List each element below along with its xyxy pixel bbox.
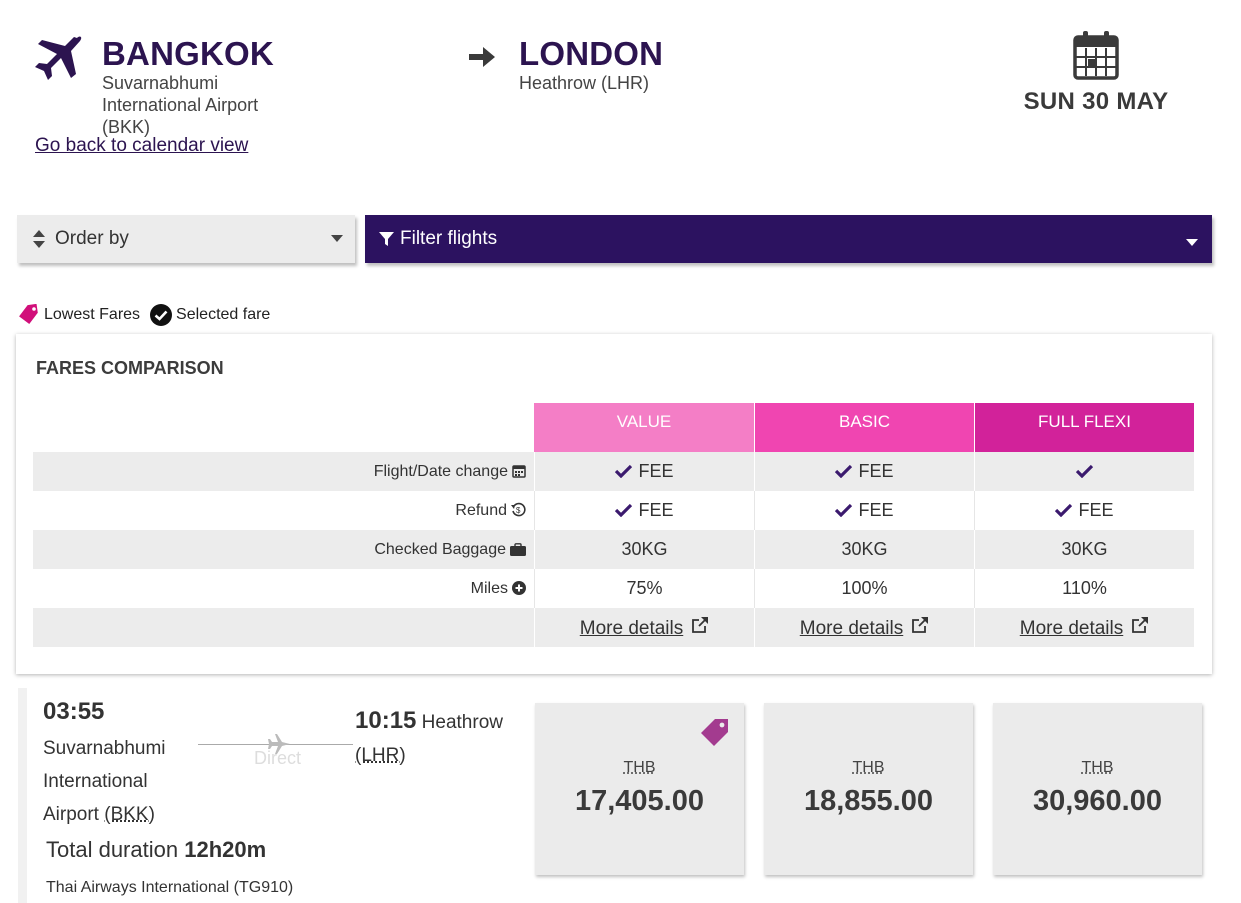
fare-cell: More details (534, 608, 754, 647)
fare-price-basic[interactable]: THB 18,855.00 (764, 703, 973, 875)
order-by-label: Order by (55, 228, 129, 249)
arrival-time: 10:15 (355, 707, 417, 734)
fares-header-spacer (33, 403, 534, 452)
refund-icon: $ (511, 502, 526, 516)
price-currency: THB (623, 759, 656, 776)
external-link-icon[interactable] (691, 616, 709, 634)
fare-cell: 30KG (754, 530, 974, 569)
fare-row-refund: Refund $ FEE FEE FEE (33, 491, 1194, 530)
flight-row-accent (18, 688, 27, 903)
fare-cell: 110% (974, 569, 1194, 608)
check-icon (615, 464, 633, 478)
fare-row-baggage: Checked Baggage 30KG 30KG 30KG (33, 530, 1194, 569)
check-icon (615, 503, 633, 517)
departure-time: 03:55 (43, 698, 105, 725)
briefcase-icon (510, 542, 526, 556)
fare-cell: 30KG (974, 530, 1194, 569)
fare-cell: FEE (754, 452, 974, 491)
fare-cell: 30KG (534, 530, 754, 569)
tag-icon (19, 304, 38, 325)
origin-city: BANGKOK (102, 35, 274, 72)
arrival-block: 10:15 Heathrow (LHR) (355, 704, 525, 772)
tag-icon (701, 719, 728, 746)
filter-icon (379, 231, 394, 246)
fare-cell: More details (754, 608, 974, 647)
fare-column-full-flexi: FULL FLEXI (974, 403, 1194, 452)
back-to-calendar-link[interactable]: Go back to calendar view (35, 135, 249, 156)
fare-cell: FEE (754, 491, 974, 530)
price-currency: THB (1081, 759, 1114, 776)
plane-icon (268, 734, 290, 754)
price-amount: 17,405.00 (574, 785, 704, 817)
flight-result: 03:55 Suvarnabhumi International Airport… (18, 688, 1218, 903)
legend-lowest: Lowest Fares (44, 306, 141, 323)
check-circle-icon (150, 304, 173, 326)
row-label: Checked Baggage (33, 530, 534, 569)
price-amount: 30,960.00 (1032, 785, 1162, 817)
origin-airport: Suvarnabhumi International Airport (BKK) (102, 73, 259, 137)
more-details-link[interactable]: More details (1019, 617, 1124, 639)
svg-text:$: $ (516, 506, 521, 515)
origin: BANGKOK Suvarnabhumi International Airpo… (102, 36, 274, 138)
fares-comparison-card: FARES COMPARISON VALUE BASIC FULL FLEXI … (16, 334, 1212, 674)
fare-row-details: More details More details More details (33, 608, 1194, 647)
order-by-dropdown[interactable]: Order by (17, 215, 355, 263)
chevron-down-icon (1186, 239, 1198, 246)
check-icon (1055, 503, 1073, 517)
fare-row-miles: Miles 75% 100% 110% (33, 569, 1194, 608)
chevron-down-icon (331, 235, 343, 242)
external-link-icon[interactable] (911, 616, 929, 634)
plus-circle-icon (512, 580, 526, 595)
fare-price-value[interactable]: THB 17,405.00 (535, 703, 744, 875)
direct-label: Direct (254, 748, 302, 768)
fare-price-full-flexi[interactable]: THB 30,960.00 (993, 703, 1202, 875)
date-block: SUN 30 MAY (1011, 30, 1181, 116)
arrow-right-icon (469, 47, 495, 67)
check-icon (1076, 464, 1093, 478)
fare-cell: FEE (534, 452, 754, 491)
total-duration: Total duration 12h20m (46, 837, 267, 862)
price-amount: 18,855.00 (803, 785, 933, 817)
fare-cell: 100% (754, 569, 974, 608)
fare-cell: FEE (534, 491, 754, 530)
fare-column-basic: BASIC (754, 403, 974, 452)
destination-airport: Heathrow (LHR) (519, 73, 650, 93)
destination: LONDON Heathrow (LHR) (519, 36, 663, 94)
filter-label: Filter flights (400, 228, 498, 249)
fares-header-row: VALUE BASIC FULL FLEXI (33, 403, 1194, 452)
more-details-link[interactable]: More details (799, 617, 904, 639)
fare-row-date-change: Flight/Date change FEE FEE (33, 452, 1194, 491)
fare-cell: 75% (534, 569, 754, 608)
row-label: Refund $ (33, 491, 534, 530)
destination-city: LONDON (519, 35, 664, 72)
airline-info: Thai Airways International (TG910) (46, 879, 294, 896)
fare-cell (974, 452, 1194, 491)
external-link-icon[interactable] (1131, 616, 1149, 634)
arrival-airport: Heathrow (421, 712, 503, 733)
fare-cell: FEE (974, 491, 1194, 530)
row-label-empty (33, 608, 534, 647)
calendar-icon (512, 464, 526, 478)
fares-table: VALUE BASIC FULL FLEXI Flight/Date chang… (33, 403, 1194, 647)
plane-icon (35, 36, 82, 80)
filter-flights-dropdown[interactable]: Filter flights (365, 215, 1212, 263)
fare-cell: More details (974, 608, 1194, 647)
calendar-icon (1073, 31, 1119, 80)
more-details-link[interactable]: More details (579, 617, 684, 639)
row-label: Flight/Date change (33, 452, 534, 491)
sort-icon (33, 230, 45, 248)
flight-date: SUN 30 MAY (1023, 88, 1169, 115)
departure-code: (BKK) (104, 804, 155, 825)
check-icon (835, 464, 853, 478)
legend-selected: Selected fare (176, 306, 271, 323)
price-currency: THB (852, 759, 885, 776)
check-icon (835, 503, 853, 517)
departure-airport: Suvarnabhumi International Airport (BKK) (43, 738, 166, 825)
row-label: Miles (33, 569, 534, 608)
arrival-code: (LHR) (355, 745, 406, 766)
fares-title: FARES COMPARISON (36, 358, 224, 378)
fare-column-value: VALUE (534, 403, 754, 452)
fare-legend: Lowest Fares Selected fare (18, 304, 270, 326)
